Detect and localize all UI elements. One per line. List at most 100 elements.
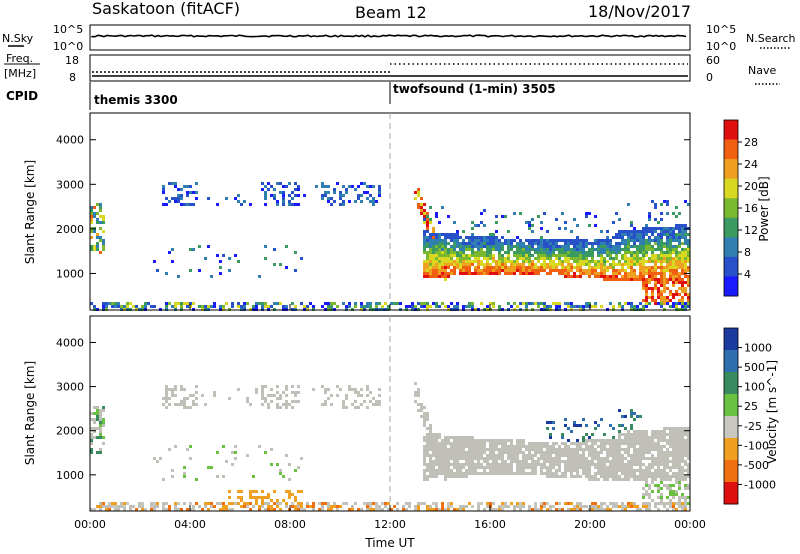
echo-cell xyxy=(507,239,510,242)
echo-cell xyxy=(447,257,450,260)
echo-cell xyxy=(594,502,597,505)
echo-cell xyxy=(642,502,645,505)
echo-cell xyxy=(618,302,621,305)
echo-cell xyxy=(648,212,651,215)
echo-cell xyxy=(489,245,492,248)
echo-cell xyxy=(465,475,468,478)
echo-cell xyxy=(603,445,606,448)
echo-cell xyxy=(642,478,645,481)
echo-cell xyxy=(564,463,567,466)
echo-cell xyxy=(168,251,171,254)
echo-cell xyxy=(681,439,684,442)
echo-cell xyxy=(111,305,114,308)
echo-cell xyxy=(669,290,672,293)
echo-cell xyxy=(321,305,324,308)
echo-cell xyxy=(558,508,561,511)
echo-cell xyxy=(486,254,489,257)
echo-cell xyxy=(477,239,480,242)
echo-cell xyxy=(117,508,120,511)
echo-cell xyxy=(453,263,456,266)
echo-cell xyxy=(183,388,186,391)
echo-cell xyxy=(573,505,576,508)
echo-cell xyxy=(534,239,537,242)
echo-cell xyxy=(426,412,429,415)
echo-cell xyxy=(330,403,333,406)
echo-cell xyxy=(405,508,408,511)
echo-cell xyxy=(267,188,270,191)
echo-cell xyxy=(168,397,171,400)
echo-cell xyxy=(648,287,651,290)
echo-cell xyxy=(594,505,597,508)
echo-cell xyxy=(543,457,546,460)
echo-cell xyxy=(663,242,666,245)
echo-cell xyxy=(174,505,177,508)
echo-cell xyxy=(459,263,462,266)
echo-cell xyxy=(438,242,441,245)
echo-cell xyxy=(501,263,504,266)
echo-cell xyxy=(660,290,663,293)
echo-cell xyxy=(579,245,582,248)
echo-cell xyxy=(642,475,645,478)
echo-cell xyxy=(567,457,570,460)
echo-cell xyxy=(414,400,417,403)
echo-cell xyxy=(429,436,432,439)
echo-cell xyxy=(510,305,513,308)
echo-cell xyxy=(261,502,264,505)
echo-cell xyxy=(645,457,648,460)
echo-cell xyxy=(669,227,672,230)
echo-cell xyxy=(471,436,474,439)
echo-cell xyxy=(285,505,288,508)
echo-cell xyxy=(486,266,489,269)
echo-cell xyxy=(684,487,687,490)
echo-cell xyxy=(651,445,654,448)
echo-cell xyxy=(666,248,669,251)
echo-cell xyxy=(627,436,630,439)
nave-label: Nave xyxy=(748,64,776,77)
echo-cell xyxy=(96,212,99,215)
echo-cell xyxy=(654,430,657,433)
echo-cell xyxy=(471,263,474,266)
echo-cell xyxy=(438,269,441,272)
echo-cell xyxy=(678,445,681,448)
echo-cell xyxy=(630,445,633,448)
echo-cell xyxy=(651,287,654,290)
echo-cell xyxy=(591,502,594,505)
echo-cell xyxy=(276,499,279,502)
echo-cell xyxy=(660,430,663,433)
echo-cell xyxy=(240,305,243,308)
echo-cell xyxy=(630,269,633,272)
echo-cell xyxy=(564,448,567,451)
echo-cell xyxy=(210,305,213,308)
echo-cell xyxy=(93,436,96,439)
echo-cell xyxy=(93,230,96,233)
echo-cell xyxy=(642,266,645,269)
echo-cell xyxy=(441,251,444,254)
echo-cell xyxy=(543,242,546,245)
echo-cell xyxy=(123,502,126,505)
echo-cell xyxy=(345,394,348,397)
echo-cell xyxy=(285,454,288,457)
echo-cell xyxy=(558,448,561,451)
echo-cell xyxy=(477,236,480,239)
echo-cell xyxy=(558,463,561,466)
echo-cell xyxy=(624,233,627,236)
echo-cell xyxy=(531,269,534,272)
echo-cell xyxy=(567,502,570,505)
echo-cell xyxy=(96,218,99,221)
echo-cell xyxy=(531,230,534,233)
echo-cell xyxy=(462,475,465,478)
echo-cell xyxy=(510,466,513,469)
echo-cell xyxy=(300,302,303,305)
echo-cell xyxy=(507,505,510,508)
echo-cell xyxy=(669,257,672,260)
echo-cell xyxy=(513,212,516,215)
echo-cell xyxy=(438,260,441,263)
echo-cell xyxy=(414,197,417,200)
echo-cell xyxy=(645,269,648,272)
echo-cell xyxy=(183,185,186,188)
echo-cell xyxy=(540,251,543,254)
echo-cell xyxy=(285,185,288,188)
echo-cell xyxy=(675,269,678,272)
echo-cell xyxy=(297,185,300,188)
echo-cell xyxy=(141,305,144,308)
